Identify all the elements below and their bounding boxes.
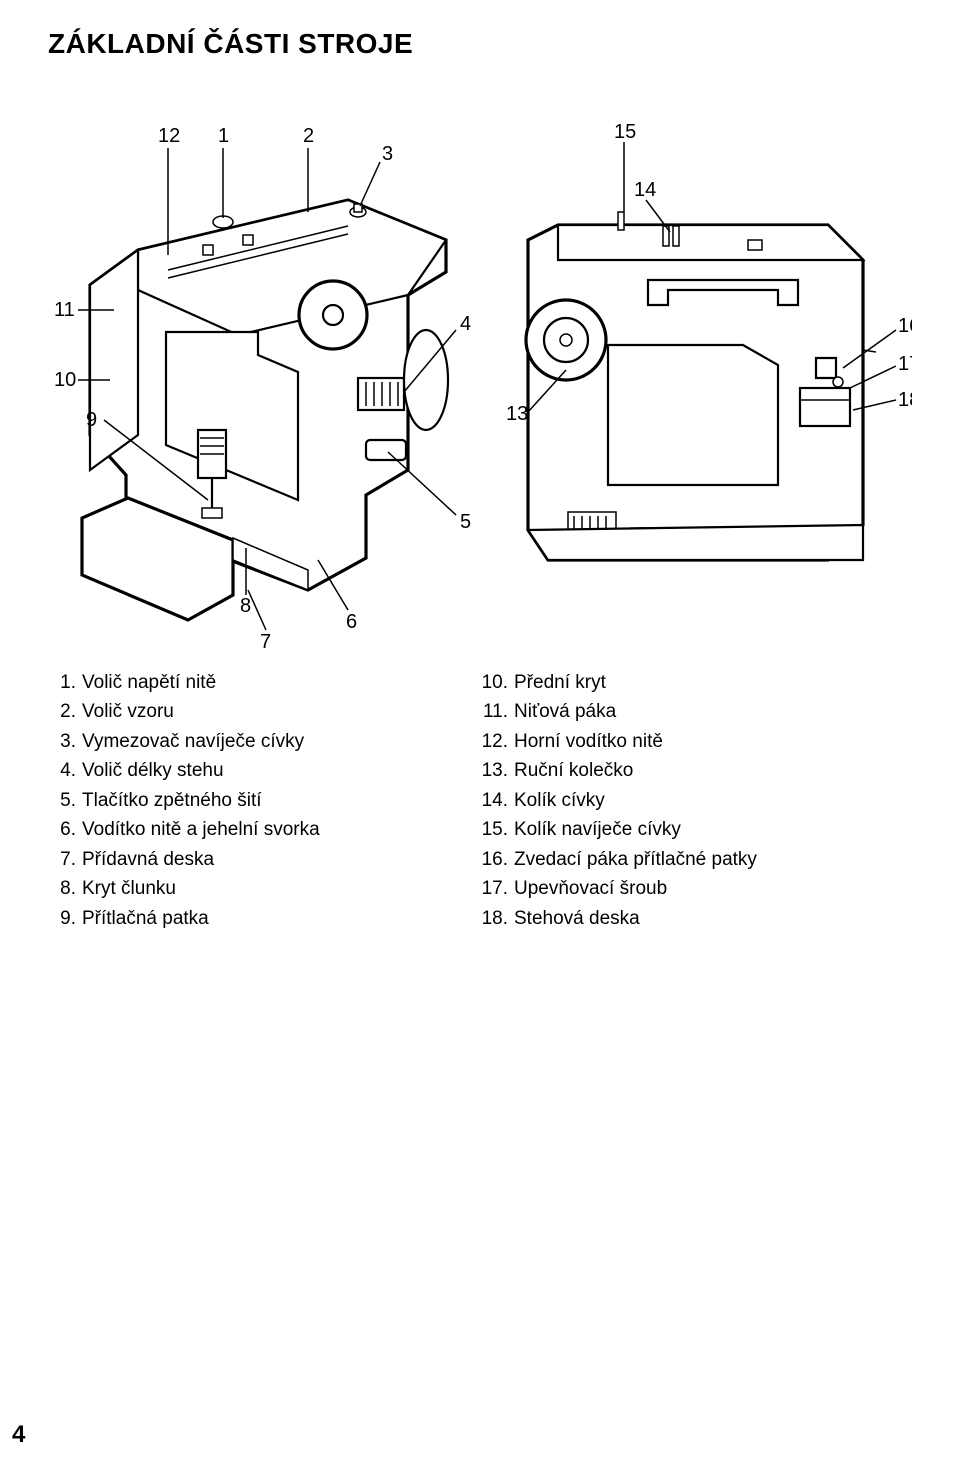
parts-list-left: 1.Volič napětí nitě 2.Volič vzoru 3.Vyme… xyxy=(48,668,480,933)
list-text: Volič délky stehu xyxy=(82,756,224,785)
list-text: Vodítko nitě a jehelní svorka xyxy=(82,815,320,844)
list-item: 10.Přední kryt xyxy=(480,668,912,697)
list-item: 1.Volič napětí nitě xyxy=(48,668,480,697)
callout-9: 9 xyxy=(86,409,97,431)
list-text: Přídavná deska xyxy=(82,845,214,874)
callout-15: 15 xyxy=(614,121,636,143)
callout-6: 6 xyxy=(346,611,357,633)
list-text: Volič napětí nitě xyxy=(82,668,216,697)
page: ZÁKLADNÍ ČÁSTI STROJE xyxy=(0,0,960,1471)
list-num: 16. xyxy=(480,845,514,874)
list-num: 2. xyxy=(48,697,82,726)
list-num: 3. xyxy=(48,727,82,756)
callout-10: 10 xyxy=(54,369,76,391)
list-num: 18. xyxy=(480,904,514,933)
list-text: Stehová deska xyxy=(514,904,640,933)
list-text: Volič vzoru xyxy=(82,697,174,726)
list-text: Vymezovač navíječe cívky xyxy=(82,727,304,756)
callout-12: 12 xyxy=(158,125,180,147)
callout-8: 8 xyxy=(240,595,251,617)
callout-1: 1 xyxy=(218,125,229,147)
list-item: 2.Volič vzoru xyxy=(48,697,480,726)
list-text: Ruční kolečko xyxy=(514,756,633,785)
list-num: 9. xyxy=(48,904,82,933)
list-item: 13.Ruční kolečko xyxy=(480,756,912,785)
page-number: 4 xyxy=(12,1421,25,1449)
list-num: 10. xyxy=(480,668,514,697)
list-text: Horní vodítko nitě xyxy=(514,727,663,756)
list-item: 4.Volič délky stehu xyxy=(48,756,480,785)
list-item: 14.Kolík cívky xyxy=(480,786,912,815)
list-num: 12. xyxy=(480,727,514,756)
list-item: 5.Tlačítko zpětného šití xyxy=(48,786,480,815)
list-num: 11. xyxy=(480,697,514,726)
list-item: 3.Vymezovač navíječe cívky xyxy=(48,727,480,756)
list-text: Přední kryt xyxy=(514,668,606,697)
list-item: 12.Horní vodítko nitě xyxy=(480,727,912,756)
parts-list-right: 10.Přední kryt 11.Niťová páka 12.Horní v… xyxy=(480,668,912,933)
list-item: 6.Vodítko nitě a jehelní svorka xyxy=(48,815,480,844)
callout-17: 17 xyxy=(898,353,912,375)
list-item: 9.Přítlačná patka xyxy=(48,904,480,933)
diagram-area: 12 1 2 3 4 5 6 7 8 9 10 11 xyxy=(48,100,912,660)
list-num: 14. xyxy=(480,786,514,815)
machine-back xyxy=(526,212,876,560)
callout-14: 14 xyxy=(634,179,656,201)
machine-front xyxy=(82,200,448,620)
list-num: 1. xyxy=(48,668,82,697)
list-item: 17.Upevňovací šroub xyxy=(480,874,912,903)
callout-16: 16 xyxy=(898,315,912,337)
list-item: 15.Kolík navíječe cívky xyxy=(480,815,912,844)
list-num: 8. xyxy=(48,874,82,903)
list-num: 5. xyxy=(48,786,82,815)
callout-11: 11 xyxy=(54,299,75,321)
callout-13: 13 xyxy=(506,403,528,425)
callout-2: 2 xyxy=(303,125,314,147)
list-num: 4. xyxy=(48,756,82,785)
list-text: Upevňovací šroub xyxy=(514,874,667,903)
list-text: Kolík navíječe cívky xyxy=(514,815,681,844)
list-num: 17. xyxy=(480,874,514,903)
list-item: 7.Přídavná deska xyxy=(48,845,480,874)
list-num: 7. xyxy=(48,845,82,874)
list-item: 18.Stehová deska xyxy=(480,904,912,933)
callout-4: 4 xyxy=(460,313,471,335)
list-text: Kolík cívky xyxy=(514,786,605,815)
list-item: 16.Zvedací páka přítlačné patky xyxy=(480,845,912,874)
list-num: 13. xyxy=(480,756,514,785)
list-item: 8.Kryt člunku xyxy=(48,874,480,903)
list-text: Niťová páka xyxy=(514,697,616,726)
callout-18: 18 xyxy=(898,389,912,411)
callout-3: 3 xyxy=(382,143,393,165)
list-item: 11.Niťová páka xyxy=(480,697,912,726)
list-text: Tlačítko zpětného šití xyxy=(82,786,262,815)
callout-7: 7 xyxy=(260,631,271,653)
list-text: Kryt člunku xyxy=(82,874,176,903)
parts-lists: 1.Volič napětí nitě 2.Volič vzoru 3.Vyme… xyxy=(48,668,912,933)
list-num: 15. xyxy=(480,815,514,844)
callout-5: 5 xyxy=(460,511,471,533)
page-title: ZÁKLADNÍ ČÁSTI STROJE xyxy=(48,28,912,60)
list-num: 6. xyxy=(48,815,82,844)
list-text: Přítlačná patka xyxy=(82,904,209,933)
list-text: Zvedací páka přítlačné patky xyxy=(514,845,757,874)
parts-diagram: 12 1 2 3 4 5 6 7 8 9 10 11 xyxy=(48,100,912,660)
